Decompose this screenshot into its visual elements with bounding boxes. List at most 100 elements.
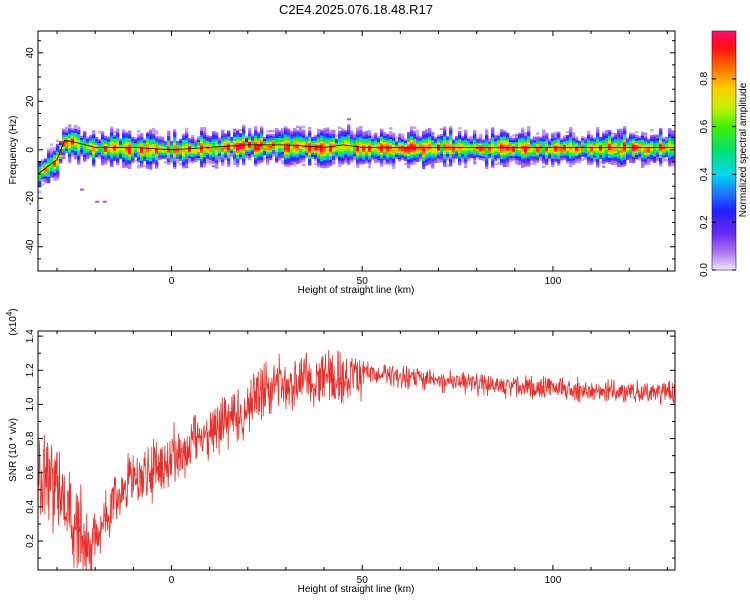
heatmap-cell xyxy=(668,152,672,155)
heatmap-cell xyxy=(449,132,453,135)
heatmap-cell xyxy=(587,130,591,133)
heatmap-cell xyxy=(380,142,384,145)
heatmap-cell xyxy=(533,160,537,163)
heatmap-cell xyxy=(284,136,288,139)
heatmap-cell xyxy=(518,140,522,143)
heatmap-cell xyxy=(236,138,240,142)
heatmap-cell xyxy=(221,133,225,137)
heatmap-cell xyxy=(389,133,393,136)
heatmap-cell xyxy=(395,136,399,140)
heatmap-cell xyxy=(215,158,219,161)
heatmap-cell xyxy=(284,156,288,159)
heatmap-cell xyxy=(362,147,366,151)
heatmap-cell xyxy=(254,142,258,145)
heatmap-cell xyxy=(455,154,459,157)
heatmap-cell xyxy=(488,137,492,141)
heatmap-cell xyxy=(107,141,111,144)
heatmap-cell xyxy=(296,161,300,165)
heatmap-cell xyxy=(602,145,606,148)
heatmap-cell xyxy=(332,145,336,149)
heatmap-cell xyxy=(452,148,456,151)
heatmap-cell xyxy=(671,150,675,153)
heatmap-cell xyxy=(578,158,582,162)
heatmap-cell xyxy=(377,148,381,151)
heatmap-cell xyxy=(125,163,129,167)
heatmap-cell xyxy=(143,140,147,144)
heatmap-cell xyxy=(68,160,72,163)
heatmap-cell xyxy=(596,135,600,138)
heatmap-cell xyxy=(230,150,234,154)
heatmap-cell xyxy=(614,143,618,146)
heatmap-cell xyxy=(215,134,219,137)
heatmap-cell xyxy=(53,160,57,164)
heatmap-cell xyxy=(107,143,111,146)
heatmap-cell xyxy=(101,130,105,134)
heatmap-cell xyxy=(542,155,546,158)
heatmap-cell xyxy=(125,135,129,139)
heatmap-cell xyxy=(86,148,90,151)
heatmap-cell xyxy=(566,142,570,146)
heatmap-cell xyxy=(617,160,621,164)
heatmap-cell xyxy=(506,134,510,138)
heatmap-cell xyxy=(389,161,393,164)
heatmap-cell xyxy=(173,140,177,144)
heatmap-cell xyxy=(287,128,291,131)
heatmap-cell xyxy=(275,154,279,157)
heatmap-cell xyxy=(641,165,645,169)
heatmap-cell xyxy=(668,140,672,143)
heatmap-cell xyxy=(341,154,345,157)
heatmap-cell xyxy=(176,160,180,164)
heatmap-cell xyxy=(212,159,216,162)
heatmap-cell xyxy=(440,133,444,137)
heatmap-cell xyxy=(188,146,192,149)
heatmap-cell xyxy=(92,144,96,147)
heatmap-cell xyxy=(110,138,114,141)
heatmap-cell xyxy=(410,160,414,163)
heatmap-cell xyxy=(656,150,660,153)
heatmap-cell xyxy=(413,126,417,129)
heatmap-cell xyxy=(332,159,336,163)
heatmap-cell xyxy=(116,136,120,139)
heatmap-cell xyxy=(641,163,645,167)
heatmap-cell xyxy=(62,144,66,148)
heatmap-cell xyxy=(620,152,624,156)
heatmap-cell xyxy=(98,154,102,158)
heatmap-cell xyxy=(416,159,420,162)
y-tick-label: 20 xyxy=(25,95,36,107)
heatmap-cell xyxy=(392,134,396,138)
heatmap-cell xyxy=(596,157,600,160)
heatmap-cell xyxy=(227,158,231,161)
heatmap-cell xyxy=(206,134,210,138)
heatmap-cell xyxy=(230,140,234,144)
heatmap-cell xyxy=(431,150,435,153)
heatmap-cell xyxy=(152,131,156,135)
heatmap-cell xyxy=(398,157,402,160)
heatmap-cell xyxy=(383,142,387,145)
heatmap-cell xyxy=(611,144,615,147)
heatmap-cell xyxy=(554,133,558,137)
heatmap-cell xyxy=(443,134,447,137)
heatmap-cell xyxy=(335,148,339,151)
heatmap-cell xyxy=(587,158,591,161)
heatmap-cell xyxy=(221,143,225,147)
heatmap-cell xyxy=(140,145,144,148)
heatmap-cell xyxy=(332,137,336,141)
heatmap-cell xyxy=(482,144,486,147)
heatmap-cell xyxy=(236,134,240,138)
heatmap-cell xyxy=(422,166,426,170)
heatmap-cell xyxy=(401,147,405,150)
heatmap-cell xyxy=(542,139,546,142)
heatmap-cell xyxy=(542,137,546,140)
heatmap-cell xyxy=(149,163,153,166)
heatmap-cell xyxy=(56,153,60,157)
heatmap-cell xyxy=(629,142,633,145)
heatmap-cell xyxy=(266,136,270,139)
heatmap-cell xyxy=(338,154,342,157)
heatmap-cell xyxy=(260,156,264,159)
heatmap-cell xyxy=(533,148,537,151)
heatmap-cell xyxy=(425,163,429,166)
heatmap-cell xyxy=(107,155,111,158)
heatmap-cell xyxy=(605,134,609,137)
heatmap-cell xyxy=(284,132,288,135)
heatmap-cell xyxy=(182,166,186,169)
